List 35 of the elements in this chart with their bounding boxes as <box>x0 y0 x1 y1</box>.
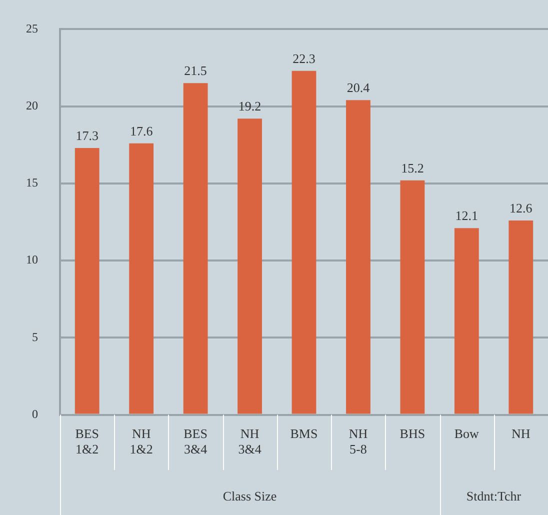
bar <box>346 100 370 414</box>
data-label: 17.6 <box>130 123 154 138</box>
x-tick-label: NH 3&4 <box>238 426 262 457</box>
text: Stdnt:Tchr <box>466 488 522 504</box>
y-tick-label: 5 <box>32 330 38 344</box>
bar <box>129 143 154 414</box>
data-label: 17.3 <box>76 128 98 143</box>
data-label: 20.4 <box>346 80 370 96</box>
bar <box>74 148 100 414</box>
data-label: 21.5 <box>184 63 207 78</box>
x-tick-label: BES 3&4 <box>184 426 208 457</box>
data-label: 12.6 <box>510 200 533 216</box>
y-tick-label: 20 <box>26 98 38 112</box>
x-tick-label: NH 1&2 <box>130 426 153 457</box>
data-label: 15.2 <box>401 160 424 176</box>
x-tick-label: BES 1&2 <box>75 426 100 457</box>
y-tick-label: 10 <box>26 252 38 267</box>
bar <box>400 180 425 414</box>
y-tick-label: 15 <box>26 176 38 190</box>
x-tick-label: BHS <box>400 426 426 442</box>
bar <box>508 220 534 414</box>
x-tick-label: NH <box>512 426 530 442</box>
data-label: 19.2 <box>238 98 262 114</box>
bar <box>183 83 208 414</box>
x-tick-label: NH 5-8 <box>348 426 368 457</box>
data-label: 12.1 <box>455 208 478 224</box>
bar <box>238 118 262 414</box>
y-tick-label: 25 <box>26 21 38 36</box>
x-tick-label: BMS <box>290 426 318 442</box>
bar <box>292 70 316 414</box>
text: Class Size <box>222 488 277 504</box>
bar <box>454 228 479 414</box>
y-tick-label: 0 <box>32 406 38 421</box>
data-label: 22.3 <box>292 50 316 66</box>
x-tick-label: Bow <box>454 426 480 442</box>
